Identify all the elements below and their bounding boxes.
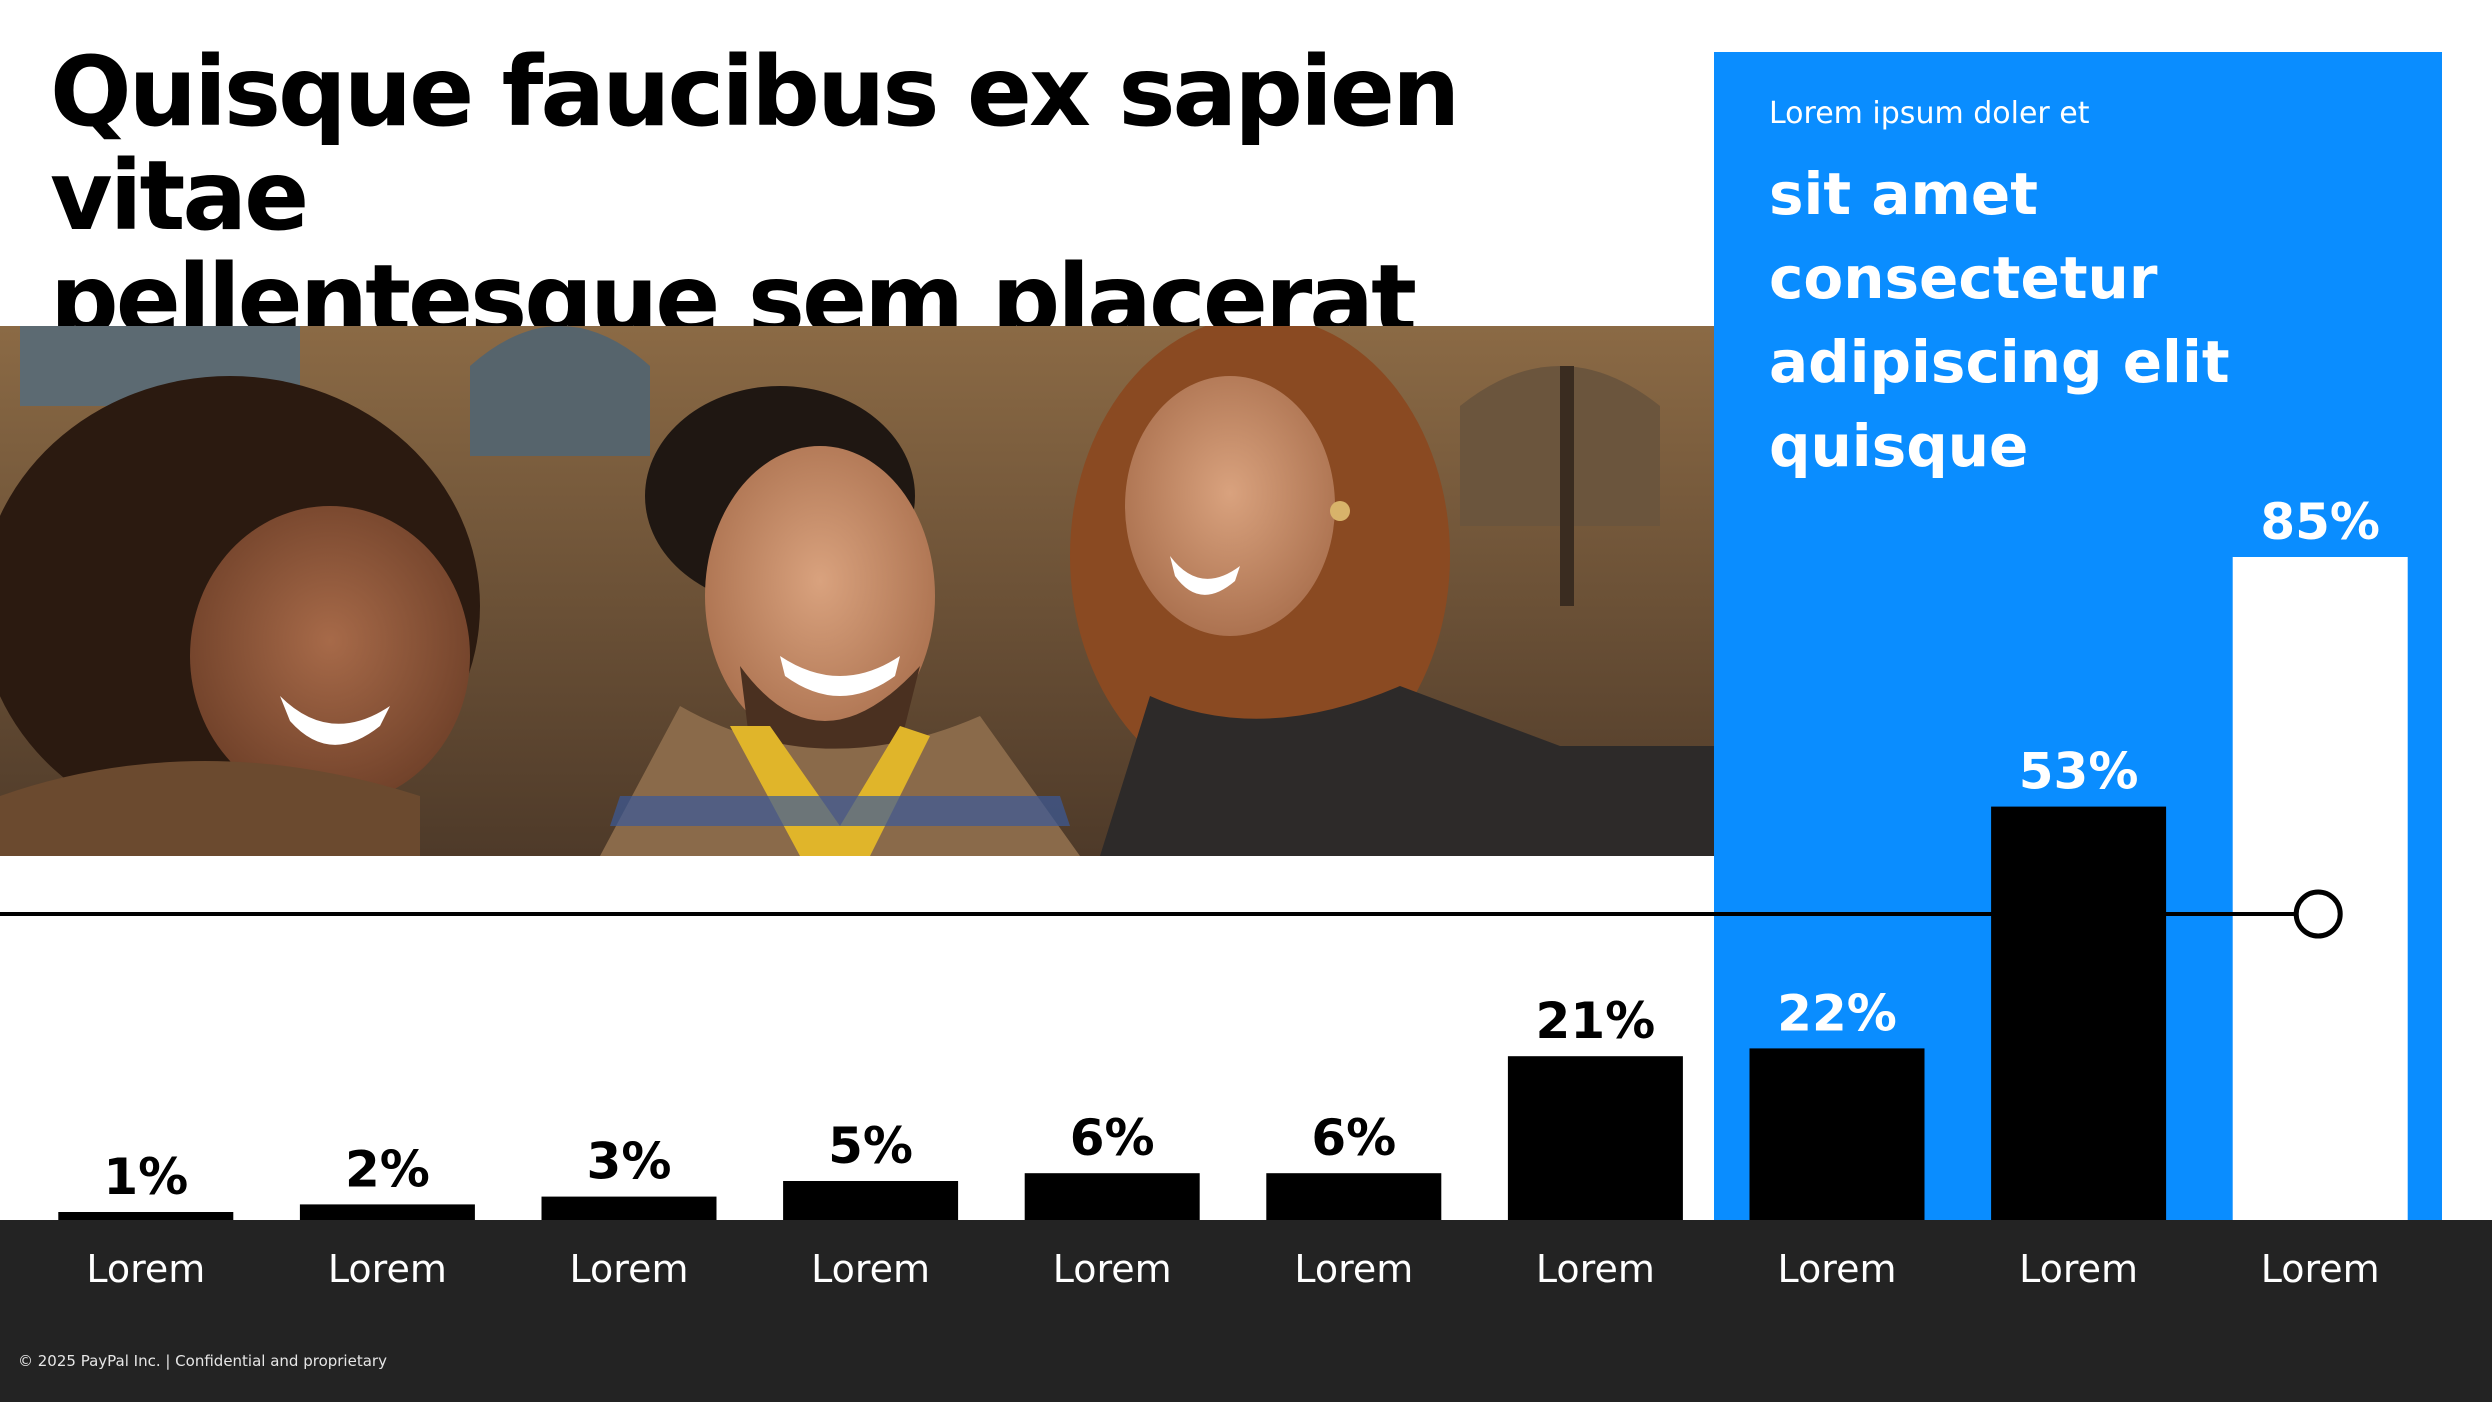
bar-value-label-5: 6% bbox=[1070, 1109, 1155, 1167]
bar-6 bbox=[1266, 1173, 1442, 1220]
photo-illustration-icon bbox=[0, 326, 1714, 856]
bar-2 bbox=[299, 1204, 475, 1220]
panel-heading: sit amet consectetur adipiscing elit qui… bbox=[1769, 152, 2329, 488]
people-photo bbox=[0, 326, 1714, 856]
bar-9 bbox=[1991, 806, 2167, 1220]
bar-10 bbox=[2232, 557, 2408, 1220]
footer-band bbox=[0, 1220, 2492, 1402]
footer-copyright: © 2025 PayPal Inc. | Confidential and pr… bbox=[18, 1352, 387, 1370]
threshold-end-marker bbox=[2293, 889, 2343, 939]
bar-value-label-10: 85% bbox=[2260, 493, 2380, 551]
bar-7 bbox=[1507, 1056, 1683, 1220]
bar-value-label-9: 53% bbox=[2019, 743, 2139, 801]
bar-8 bbox=[1749, 1048, 1925, 1220]
panel-heading-line-2: consectetur bbox=[1769, 244, 2158, 312]
bar-1 bbox=[58, 1212, 234, 1220]
panel-heading-line-3: adipiscing elit bbox=[1769, 328, 2230, 396]
bar-value-label-2: 2% bbox=[345, 1140, 430, 1198]
panel-heading-line-4: quisque bbox=[1769, 412, 2029, 480]
bar-value-label-7: 21% bbox=[1536, 992, 1656, 1050]
bar-value-label-1: 1% bbox=[103, 1148, 188, 1206]
bar-3 bbox=[541, 1196, 717, 1220]
panel-subtitle: Lorem ipsum doler et bbox=[1769, 96, 2090, 131]
bar-4 bbox=[783, 1181, 959, 1220]
bar-5 bbox=[1024, 1173, 1200, 1220]
bar-value-label-6: 6% bbox=[1311, 1109, 1396, 1167]
bar-value-label-4: 5% bbox=[828, 1117, 913, 1175]
bar-value-label-8: 22% bbox=[1777, 984, 1897, 1042]
bar-value-label-3: 3% bbox=[587, 1133, 672, 1191]
title-line-1: Quisque faucibus ex sapien vitae bbox=[50, 36, 1460, 252]
panel-heading-line-1: sit amet bbox=[1769, 160, 2038, 228]
